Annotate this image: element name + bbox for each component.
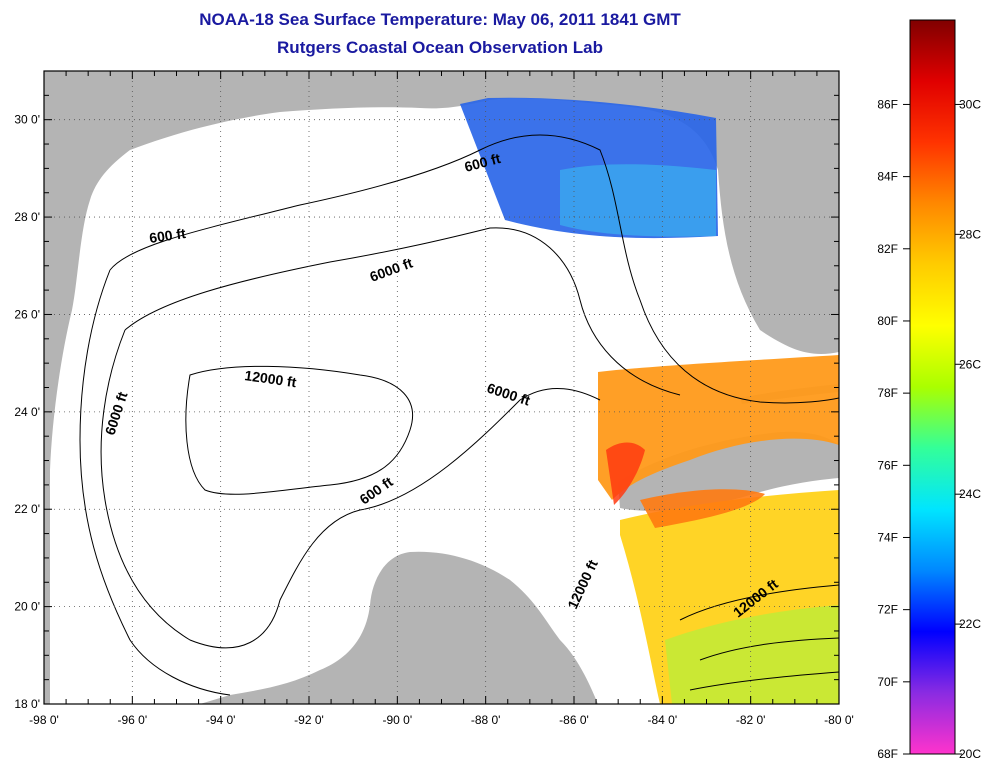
colorbar-c-label: 30C <box>959 97 981 111</box>
lat-tick-label: 20 0' <box>14 600 40 614</box>
lat-tick-label: 26 0' <box>14 307 40 321</box>
colorbar-f-label: 68F <box>877 747 898 761</box>
lat-tick-label: 18 0' <box>14 697 40 711</box>
tick-marks <box>43 70 840 705</box>
colorbar-c-label: 20C <box>959 747 981 761</box>
lat-tick-label: 24 0' <box>14 405 40 419</box>
colorbar-c-label: 26C <box>959 357 981 371</box>
colorbar-f-label: 86F <box>877 97 898 111</box>
colorbar-f-label: 74F <box>877 530 898 544</box>
contour-6000ft <box>100 227 681 649</box>
lat-tick-label: 22 0' <box>14 502 40 516</box>
colorbar-fahrenheit-labels: 86F 84F 82F 80F 78F 76F 74F 72F 70F 68F <box>877 97 898 761</box>
colorbar-c-label: 28C <box>959 227 981 241</box>
lat-tick-labels: 18 0' 20 0' 22 0' 24 0' 26 0' 28 0' 30 0' <box>14 113 40 711</box>
colorbar-c-label: 22C <box>959 617 981 631</box>
colorbar <box>909 19 956 755</box>
lon-tick-label: -98 0' <box>29 713 59 727</box>
lon-tick-label: -82 0' <box>736 713 766 727</box>
lon-tick-label: -94 0' <box>206 713 236 727</box>
graticule <box>44 71 839 704</box>
colorbar-c-label: 24C <box>959 487 981 501</box>
contour-12000ft-caribbean <box>679 584 839 691</box>
lon-tick-label: -90 0' <box>383 713 413 727</box>
contour-600ft-west <box>79 269 231 696</box>
lon-tick-label: -92 0' <box>294 713 324 727</box>
contour-600ft <box>109 134 839 404</box>
lon-tick-label: -96 0' <box>118 713 148 727</box>
colorbar-celsius-labels: 30C 28C 26C 24C 22C 20C <box>959 97 981 761</box>
sst-swath-isla <box>640 489 765 528</box>
lon-tick-labels: -98 0' -96 0' -94 0' -92 0' -90 0' -88 0' -86 … <box>29 713 854 727</box>
contour-12000ft <box>185 365 414 495</box>
colorbar-f-label: 72F <box>877 603 898 617</box>
lon-tick-label: -80 0' <box>824 713 854 727</box>
map-title: NOAA-18 Sea Surface Temperature: May 06,… <box>199 10 681 29</box>
colorbar-ticks <box>903 103 962 755</box>
lat-tick-label: 30 0' <box>14 113 40 127</box>
lon-tick-label: -84 0' <box>648 713 678 727</box>
contour-label: 600 ft <box>148 225 187 246</box>
lat-tick-label: 28 0' <box>14 210 40 224</box>
contour-label: 12000 ft <box>244 367 298 390</box>
colorbar-f-label: 84F <box>877 170 898 184</box>
sst-swath-south-green <box>665 605 839 704</box>
lon-tick-label: -86 0' <box>559 713 589 727</box>
sst-swath-cuba-orange <box>598 355 839 500</box>
sst-swath-red <box>606 442 645 505</box>
sst-swath-north-light <box>560 164 716 237</box>
colorbar-f-label: 80F <box>877 314 898 328</box>
lon-tick-label: -88 0' <box>471 713 501 727</box>
colorbar-f-label: 76F <box>877 458 898 472</box>
colorbar-f-label: 78F <box>877 386 898 400</box>
colorbar-f-label: 82F <box>877 242 898 256</box>
cuba-land <box>618 431 839 511</box>
map-subtitle: Rutgers Coastal Ocean Observation Lab <box>277 38 603 57</box>
colorbar-f-label: 70F <box>877 675 898 689</box>
